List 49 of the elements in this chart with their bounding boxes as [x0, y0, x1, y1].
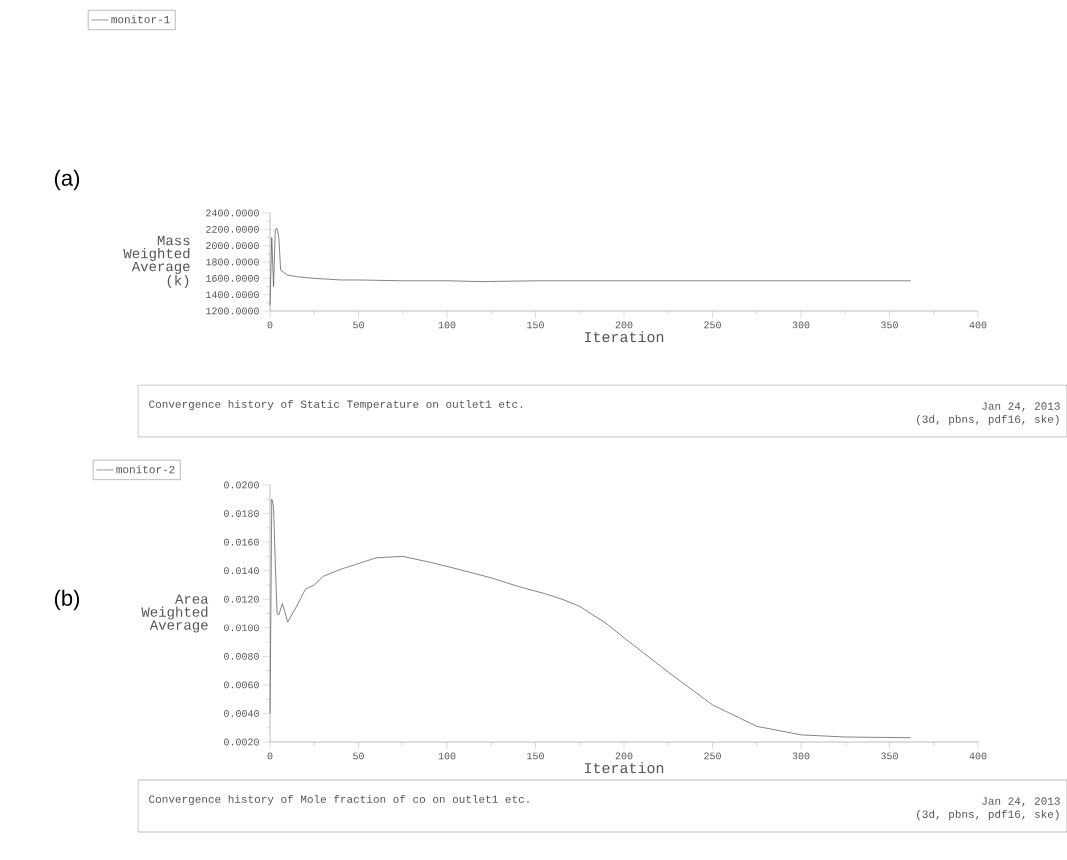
x-tick-label: 200 — [615, 752, 633, 760]
y-tick-label: 0.0040 — [224, 710, 259, 717]
x-tick-label: 400 — [969, 752, 987, 760]
legend-label: monitor-1 — [111, 15, 170, 24]
y-axis-title: Area Weighted Average — [141, 594, 209, 633]
text: Jan 24, 2013 — [982, 402, 1060, 412]
y-tick-label: 1600.0000 — [206, 274, 259, 282]
y-tick-label: 0.0080 — [224, 652, 259, 660]
y-tick-label: 0.0140 — [224, 567, 259, 575]
y-tick-label: 1200.0000 — [206, 307, 259, 315]
text: Jan 24, 2013 — [982, 797, 1060, 807]
x-tick-label: 350 — [881, 752, 898, 760]
x-tick-label: 250 — [704, 321, 721, 329]
x-tick-label: 300 — [792, 752, 810, 760]
text: Convergence history of Mole fraction of co on outlet1 etc. — [149, 794, 529, 806]
x-tick-label: 250 — [704, 752, 721, 760]
y-tick-label: 0.0020 — [224, 738, 259, 746]
y-tick-label: 1400.0000 — [206, 291, 259, 299]
x-tick-label: 350 — [881, 321, 898, 329]
y-tick-label: 0.0180 — [224, 510, 259, 517]
x-tick-label: 200 — [615, 321, 633, 329]
x-axis-title: Iteration — [584, 762, 664, 774]
y-tick-label: 2400.0000 — [206, 209, 259, 217]
y-tick-label: 1800.0000 — [206, 258, 259, 266]
x-tick-label: 0 — [267, 321, 273, 329]
x-tick-label: 300 — [792, 321, 810, 329]
x-tick-label: 400 — [969, 321, 987, 329]
legend-label: monitor-2 — [116, 465, 175, 474]
y-tick-label: 2000.0000 — [206, 242, 259, 250]
x-tick-label: 50 — [353, 321, 364, 329]
x-tick-label: 150 — [527, 752, 544, 760]
y-tick-label: 2200.0000 — [206, 225, 259, 233]
text: (b) — [54, 589, 80, 611]
y-tick-label: 0.0160 — [224, 538, 259, 546]
x-tick-label: 0 — [267, 752, 273, 760]
text: (a) — [54, 169, 80, 191]
text: (3d, pbns, pdf16, ske) — [917, 809, 1059, 821]
x-tick-label: 150 — [527, 321, 544, 329]
x-tick-label: 100 — [438, 752, 456, 760]
text: (3d, pbns, pdf16, ske) — [917, 414, 1059, 426]
x-tick-label: 50 — [353, 752, 364, 760]
x-tick-label: 100 — [438, 321, 456, 329]
y-tick-label: 0.0120 — [224, 595, 259, 603]
x-axis-title: Iteration — [584, 331, 664, 343]
y-tick-label: 0.0060 — [224, 681, 259, 689]
y-tick-label: 0.0100 — [224, 624, 259, 632]
y-tick-label: 0.0200 — [224, 481, 259, 489]
y-axis-title: Mass Weighted Average (k) — [123, 235, 190, 289]
text: Convergence history of Static Temperature on outlet1 etc. — [149, 399, 523, 411]
